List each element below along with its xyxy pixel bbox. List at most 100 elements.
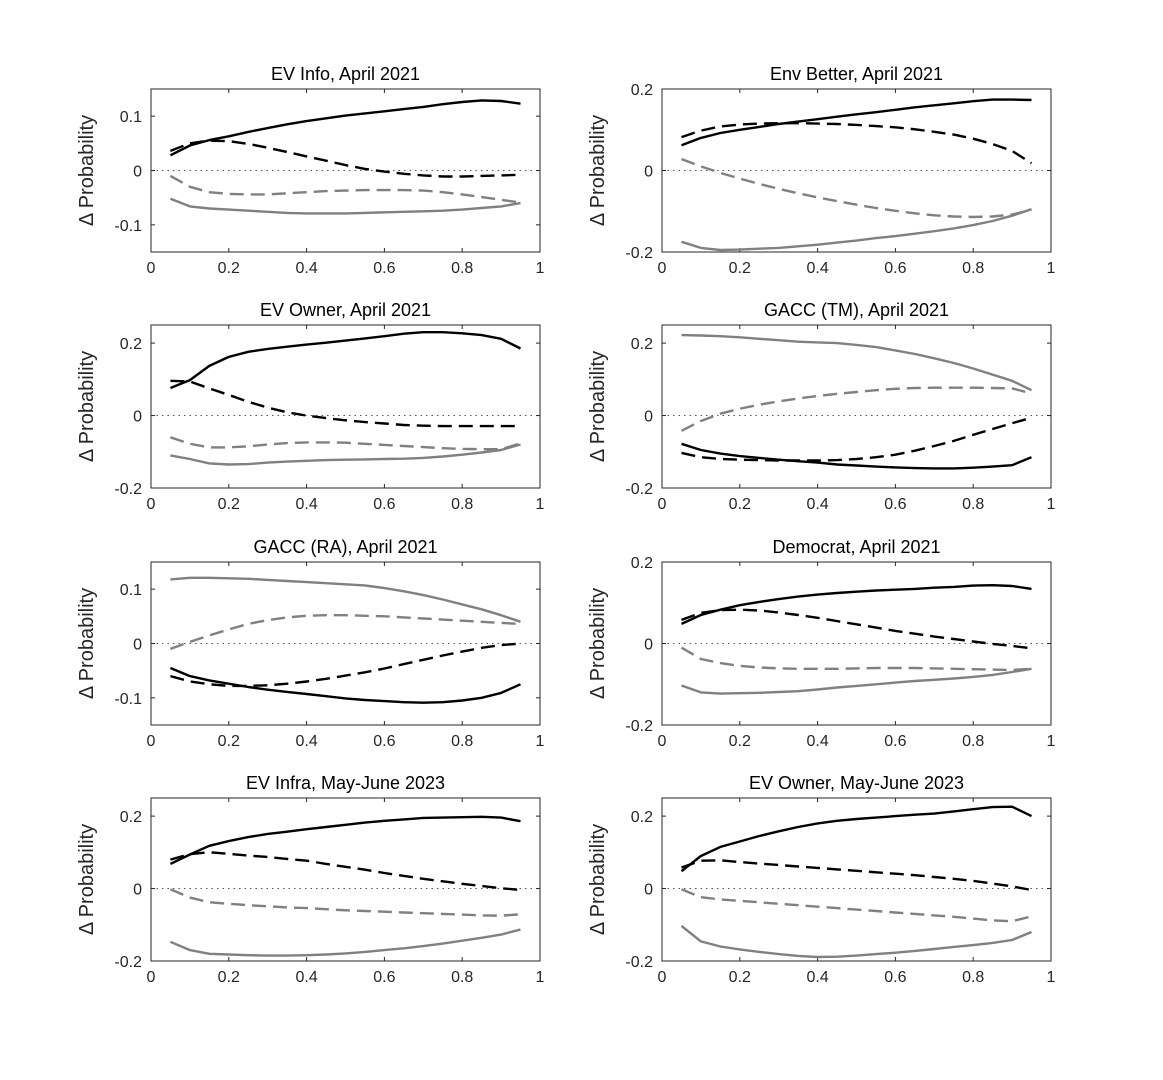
series-line-black-dashed	[681, 608, 1032, 650]
x-tick-label: 0.4	[295, 496, 317, 513]
series-line-black-solid	[169, 99, 521, 157]
x-tick-label: 0.8	[451, 260, 473, 277]
y-tick-label: 0.2	[120, 809, 142, 826]
y-axis-label: Δ Probability	[76, 824, 98, 935]
x-tick-label: 0.2	[218, 260, 240, 277]
x-tick-label: 0	[147, 969, 156, 986]
y-tick-label: -0.2	[114, 481, 142, 498]
series-line-gray-solid	[170, 443, 521, 466]
chart-title: Env Better, April 2021	[770, 64, 943, 84]
x-tick-label: 0.4	[295, 969, 317, 986]
y-tick-label: 0	[644, 637, 653, 654]
y-tick-label: -0.2	[114, 954, 142, 971]
y-tick-label: -0.2	[625, 481, 653, 498]
x-tick-label: 0.6	[884, 496, 906, 513]
x-tick-label: 1	[536, 260, 545, 277]
series-line-gray-solid	[681, 208, 1032, 252]
x-tick-label: 0	[658, 969, 667, 986]
y-tick-label: 0.1	[120, 582, 142, 599]
x-tick-label: 0.6	[373, 969, 395, 986]
x-tick-label: 0.6	[884, 260, 906, 277]
chart-title: GACC (RA), April 2021	[253, 537, 437, 557]
x-tick-label: 0.4	[806, 260, 828, 277]
chart-panel-5: GACC (RA), April 2021 Δ Probability 0 0.2 0.…	[76, 537, 545, 750]
x-tick-label: 0.8	[451, 496, 473, 513]
series-line-black-dashed	[170, 379, 521, 428]
x-tick-label: 0.2	[729, 260, 751, 277]
chart-panel-1: EV Info, April 2021 Δ Probability 0 0.2 0.4 0…	[76, 64, 545, 277]
y-tick-label: 0	[133, 409, 142, 426]
x-tick-label: 1	[1047, 969, 1056, 986]
x-tick-label: 0.8	[962, 733, 984, 750]
x-tick-label: 0.2	[218, 733, 240, 750]
series-line-gray-dashed	[680, 386, 1032, 432]
series-line-gray-solid	[169, 197, 521, 215]
series-line-black-solid	[681, 442, 1032, 470]
y-tick-label: 0	[133, 637, 142, 654]
series-line-black-solid	[169, 666, 521, 704]
series-line-black-dashed	[169, 139, 521, 178]
series-line-gray-dashed	[680, 646, 1032, 672]
chart-title: Democrat, April 2021	[772, 537, 940, 557]
y-tick-label: -0.2	[625, 954, 653, 971]
axes-box	[661, 797, 1052, 962]
y-tick-label: 0	[133, 882, 142, 899]
y-axis-label: Δ Probability	[587, 351, 609, 462]
series-line-black-solid	[169, 331, 522, 390]
x-tick-label: 0	[147, 260, 156, 277]
x-tick-label: 0	[147, 496, 156, 513]
x-tick-label: 0	[658, 260, 667, 277]
chart-title: EV Owner, May-June 2023	[749, 773, 964, 793]
y-tick-label: -0.1	[114, 691, 142, 708]
series-line-gray-solid	[681, 333, 1033, 392]
series-line-black-dashed	[681, 859, 1032, 892]
y-tick-label: -0.2	[625, 718, 653, 735]
chart-panel-2: Env Better, April 2021 Δ Probability 0 0.2 0…	[587, 64, 1056, 277]
x-tick-label: 0.2	[218, 969, 240, 986]
series-line-gray-solid	[681, 667, 1032, 695]
series-line-black-dashed	[170, 851, 521, 892]
chart-title: EV Owner, April 2021	[260, 300, 431, 320]
x-tick-label: 0.8	[962, 260, 984, 277]
x-tick-label: 1	[536, 496, 545, 513]
x-tick-label: 0.2	[729, 496, 751, 513]
y-tick-label: 0.2	[631, 82, 653, 99]
series-line-black-solid	[169, 815, 521, 865]
x-tick-label: 1	[536, 733, 545, 750]
chart-title: GACC (TM), April 2021	[764, 300, 949, 320]
chart-panel-4: GACC (TM), April 2021 Δ Probability 0 0.2 0.…	[587, 300, 1056, 513]
x-tick-label: 0.2	[729, 969, 751, 986]
chart-panel-6: Democrat, April 2021 Δ Probability 0 0.2 0.4…	[587, 537, 1056, 750]
y-tick-label: 0	[644, 882, 653, 899]
series-line-black-dashed	[170, 642, 521, 688]
series-line-gray-dashed	[169, 888, 521, 917]
x-tick-label: 0.2	[729, 733, 751, 750]
x-tick-label: 0.8	[962, 496, 984, 513]
chart-title: EV Info, April 2021	[271, 64, 420, 84]
y-tick-label: 0	[133, 164, 142, 181]
x-tick-label: 1	[1047, 496, 1056, 513]
x-tick-label: 0.8	[962, 969, 984, 986]
x-tick-label: 0.6	[373, 733, 395, 750]
x-tick-label: 0	[147, 733, 156, 750]
axes-box	[150, 324, 541, 489]
x-tick-label: 0.4	[806, 496, 828, 513]
chart-panel-7: EV Infra, May-June 2023 Δ Probability 0 0.2…	[76, 773, 545, 986]
series-line-gray-solid	[169, 928, 521, 957]
y-axis-label: Δ Probability	[76, 351, 98, 462]
series-line-gray-dashed	[169, 174, 521, 204]
y-tick-label: 0.2	[631, 555, 653, 572]
series-line-gray-dashed	[170, 436, 521, 451]
y-tick-label: 0.2	[631, 336, 653, 353]
series-line-gray-dashed	[169, 614, 521, 651]
x-tick-label: 0.8	[451, 733, 473, 750]
x-tick-label: 1	[1047, 733, 1056, 750]
series-line-black-solid	[680, 584, 1032, 625]
x-tick-label: 0.6	[373, 260, 395, 277]
x-tick-label: 0.2	[218, 496, 240, 513]
x-tick-label: 0.6	[884, 733, 906, 750]
series-line-gray-dashed	[681, 888, 1032, 923]
x-tick-label: 0.8	[451, 969, 473, 986]
